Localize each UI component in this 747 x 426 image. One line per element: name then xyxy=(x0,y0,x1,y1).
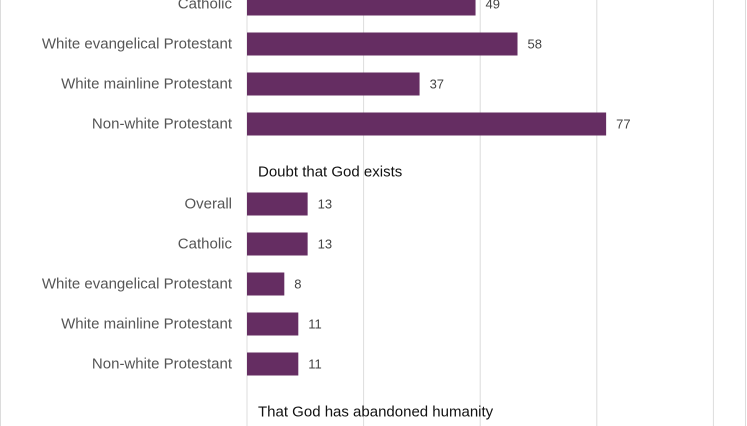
category-label: White mainline Protestant xyxy=(61,76,233,93)
bar xyxy=(247,72,420,96)
value-label: 58 xyxy=(528,37,542,52)
category-label: Catholic xyxy=(178,236,233,253)
bar xyxy=(247,112,607,136)
value-label: 11 xyxy=(308,317,322,332)
bar xyxy=(247,352,299,376)
value-label: 37 xyxy=(430,77,444,92)
category-label: Overall xyxy=(184,196,232,213)
bar xyxy=(247,232,308,256)
section-title: That God has abandoned humanity xyxy=(258,404,494,421)
value-label: 13 xyxy=(318,237,332,252)
category-label: Non-white Protestant xyxy=(92,116,233,133)
labels: Catholic 49 White evangelical Protestant 58… xyxy=(42,0,631,421)
bars xyxy=(247,0,607,376)
value-label: 8 xyxy=(294,277,301,292)
value-label: 49 xyxy=(486,0,500,12)
category-label: White evangelical Protestant xyxy=(42,36,233,53)
category-label: Non-white Protestant xyxy=(92,356,233,373)
value-label: 11 xyxy=(308,357,322,372)
bar xyxy=(247,312,299,336)
value-label: 77 xyxy=(616,117,630,132)
category-label: Catholic xyxy=(178,0,233,13)
bar xyxy=(247,192,308,216)
bar xyxy=(247,272,285,296)
bar xyxy=(247,0,476,16)
value-label: 13 xyxy=(318,197,332,212)
section-title: Doubt that God exists xyxy=(258,164,402,181)
category-label: White evangelical Protestant xyxy=(42,276,233,293)
category-label: White mainline Protestant xyxy=(61,316,233,333)
bar xyxy=(247,32,518,56)
